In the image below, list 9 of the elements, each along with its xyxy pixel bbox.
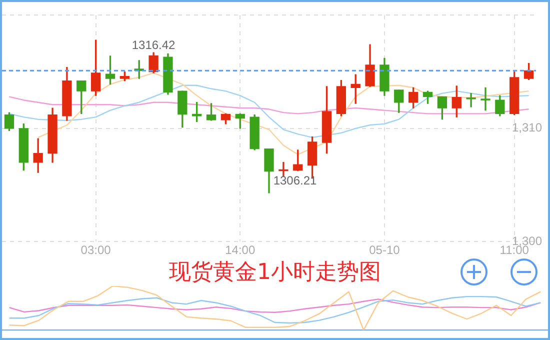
candlestick <box>466 92 476 108</box>
x-tick-label: 03:00 <box>80 243 112 258</box>
x-tick-label: 05-10 <box>369 243 400 258</box>
candlestick <box>480 87 490 111</box>
annotation: 1316.42 <box>132 38 176 52</box>
annotation: 1306.21 <box>273 174 318 188</box>
y-tick-label: 1,310 <box>512 120 542 135</box>
text: 现货黄金1小时走势图 <box>168 259 382 287</box>
x-tick-label: 14:00 <box>225 243 256 258</box>
